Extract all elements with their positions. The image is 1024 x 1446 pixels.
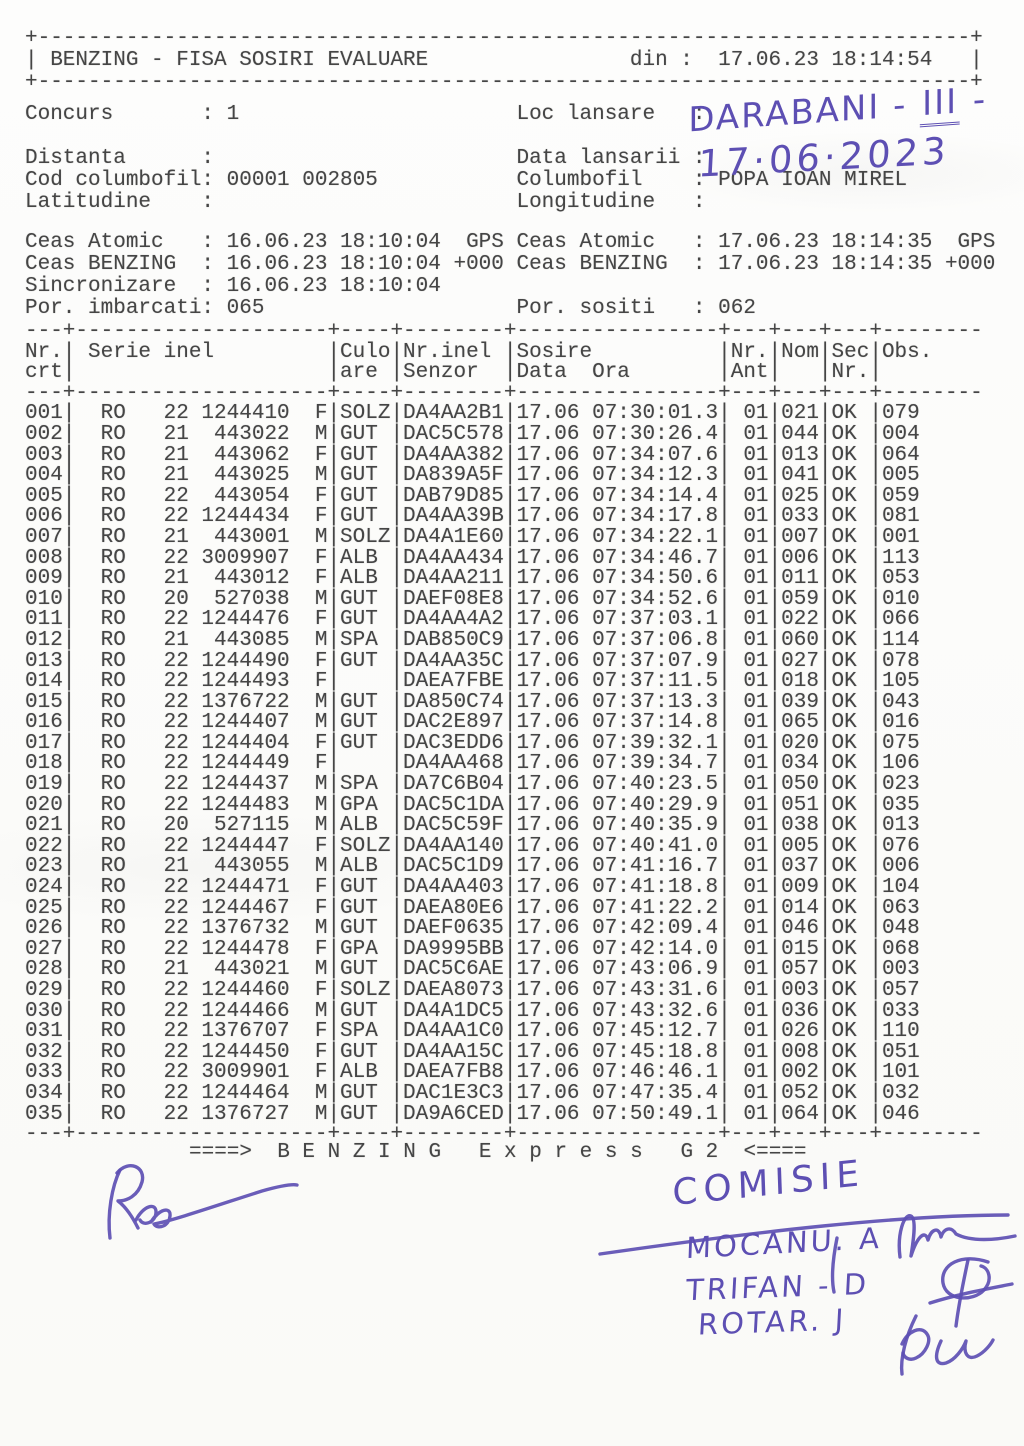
report-title-box: +---------------------------------------… bbox=[25, 27, 983, 94]
launch-location-tail: - bbox=[960, 79, 988, 122]
clock-sync-section: Ceas Atomic : 16.06.23 18:10:04 GPS Ceas… bbox=[25, 231, 996, 320]
signature-right-1 bbox=[897, 1214, 1017, 1259]
handwritten-committee-member: ROTAR. J bbox=[697, 1302, 848, 1342]
signature-right-3 bbox=[899, 1314, 995, 1376]
arrivals-table: ---+--------------------+----+--------+-… bbox=[25, 320, 983, 1147]
launch-location-stage: III bbox=[920, 81, 961, 128]
report-meta-section: Concurs : 1 Loc lansare : Distanta : Dat… bbox=[25, 103, 908, 214]
handwritten-committee-member: TRIFAN - D bbox=[685, 1266, 871, 1308]
benzing-footer-line: ====> B E N Z I N G E x p r e s s G 2 <=… bbox=[189, 1141, 807, 1164]
signature-left bbox=[107, 1164, 299, 1240]
signature-right-2 bbox=[928, 1257, 1014, 1328]
handwritten-committee-member: MOCANU. A bbox=[685, 1220, 883, 1266]
